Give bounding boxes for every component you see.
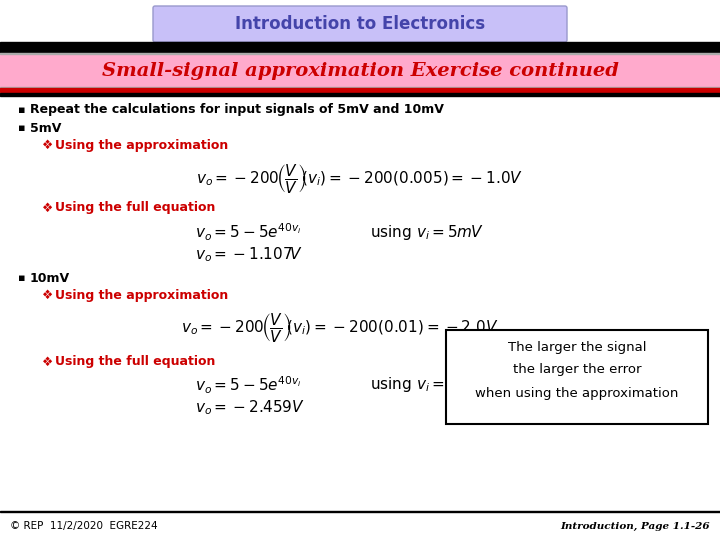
Text: ▪: ▪ (18, 105, 25, 115)
Bar (0, 87, 720, 88)
Text: ▪: ▪ (18, 123, 25, 133)
Text: using $v_i = 5mV$: using $v_i = 5mV$ (370, 222, 484, 241)
Text: $v_o = 5 - 5e^{40v_i}$: $v_o = 5 - 5e^{40v_i}$ (195, 221, 302, 242)
Bar (0, 88, 720, 92)
Text: $v_o = -200\!\left(\dfrac{V}{V}\right)\!\!(v_i) = -200(0.01) = -2.0V$: $v_o = -200\!\left(\dfrac{V}{V}\right)\!… (181, 312, 499, 345)
Text: Introduction to Electronics: Introduction to Electronics (235, 15, 485, 33)
Bar (0, 511, 720, 512)
Text: Introduction, Page 1.1-26: Introduction, Page 1.1-26 (560, 522, 710, 530)
Text: ▪: ▪ (18, 273, 25, 283)
Text: when using the approximation: when using the approximation (475, 387, 679, 400)
Text: ❖: ❖ (42, 355, 53, 368)
Text: The larger the signal: The larger the signal (508, 341, 647, 354)
Bar (0, 53, 720, 88)
Text: ❖: ❖ (42, 288, 53, 301)
FancyBboxPatch shape (153, 6, 567, 42)
Text: Using the full equation: Using the full equation (55, 355, 215, 368)
Bar (0, 53, 720, 54)
Text: $v_o = -1.107V$: $v_o = -1.107V$ (195, 246, 303, 265)
Text: ❖: ❖ (42, 201, 53, 214)
Text: ❖: ❖ (42, 138, 53, 152)
Text: 5mV: 5mV (30, 122, 61, 134)
Bar (0, 42, 720, 52)
Text: $v_o = -200\!\left(\dfrac{V}{V}\right)\!\!(v_i) = -200(0.005) = -1.0V$: $v_o = -200\!\left(\dfrac{V}{V}\right)\!… (197, 161, 523, 194)
Text: using $v_i = 10mV$: using $v_i = 10mV$ (370, 375, 495, 395)
Text: $v_o = 5 - 5e^{40v_i}$: $v_o = 5 - 5e^{40v_i}$ (195, 374, 302, 396)
Text: Using the full equation: Using the full equation (55, 201, 215, 214)
Bar (0, 93, 720, 96)
Text: Small-signal approximation Exercise continued: Small-signal approximation Exercise cont… (102, 62, 618, 79)
Text: © REP  11/2/2020  EGRE224: © REP 11/2/2020 EGRE224 (10, 521, 158, 531)
Text: Using the approximation: Using the approximation (55, 138, 228, 152)
FancyBboxPatch shape (446, 330, 708, 424)
Text: $v_o = -2.459V$: $v_o = -2.459V$ (195, 399, 305, 417)
Text: Repeat the calculations for input signals of 5mV and 10mV: Repeat the calculations for input signal… (30, 104, 444, 117)
Text: 10mV: 10mV (30, 272, 70, 285)
Text: Using the approximation: Using the approximation (55, 288, 228, 301)
Text: the larger the error: the larger the error (513, 363, 642, 376)
